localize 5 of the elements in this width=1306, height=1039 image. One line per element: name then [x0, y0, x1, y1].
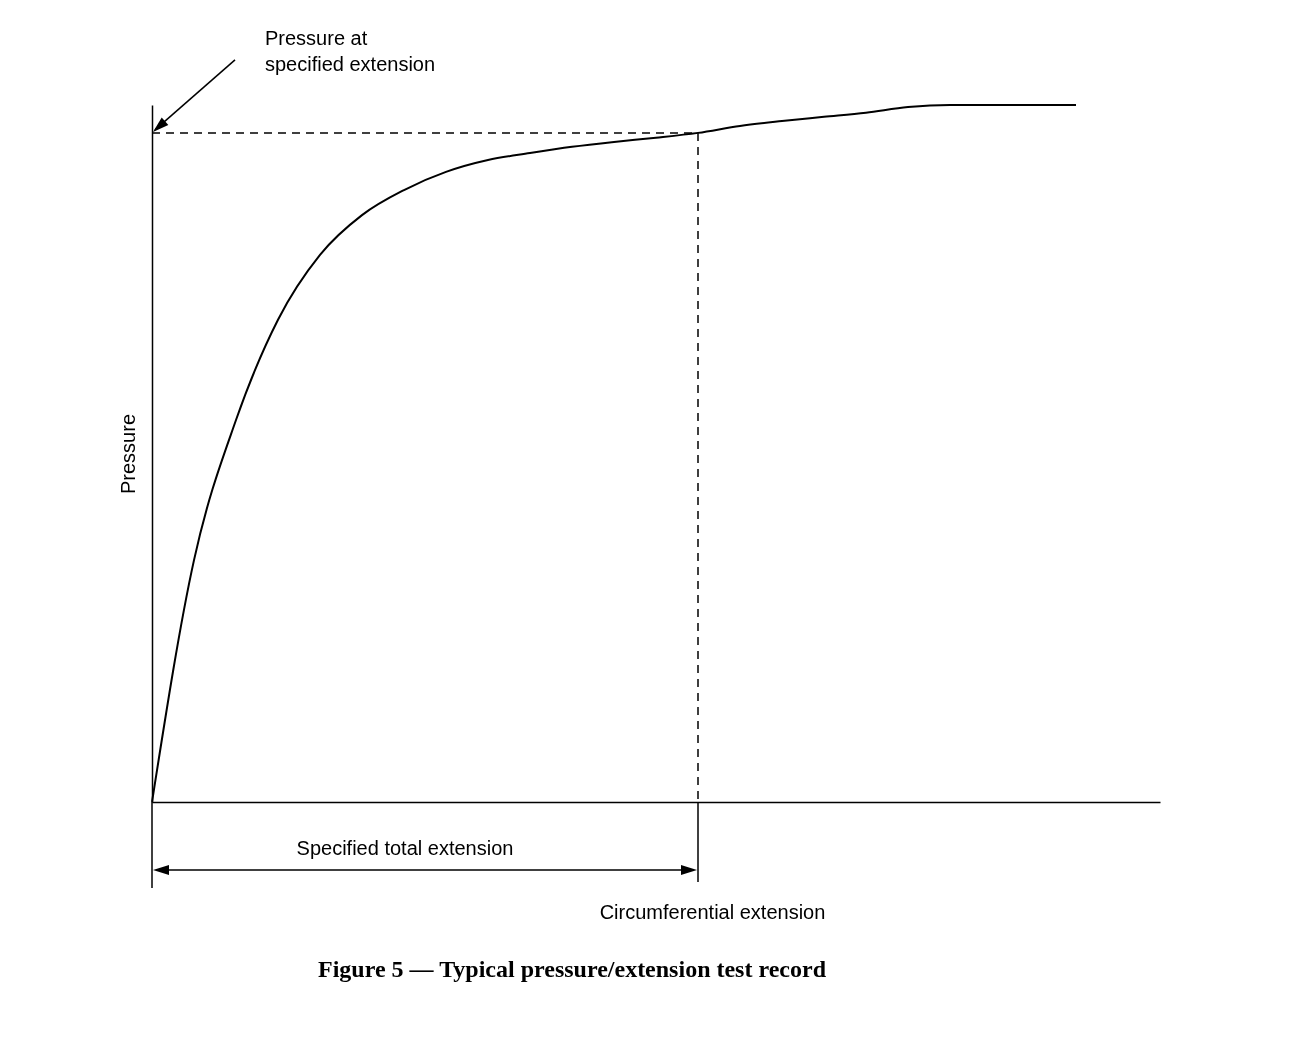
- x-axis-title: Circumferential extension: [599, 900, 826, 923]
- text: Specified total extension: [296, 837, 514, 859]
- y-axis-title: Pressure: [116, 413, 139, 495]
- text: Figure 5 — Typical pressure/extension test record: [318, 956, 827, 982]
- text: Pressure at specified extension: [265, 26, 436, 75]
